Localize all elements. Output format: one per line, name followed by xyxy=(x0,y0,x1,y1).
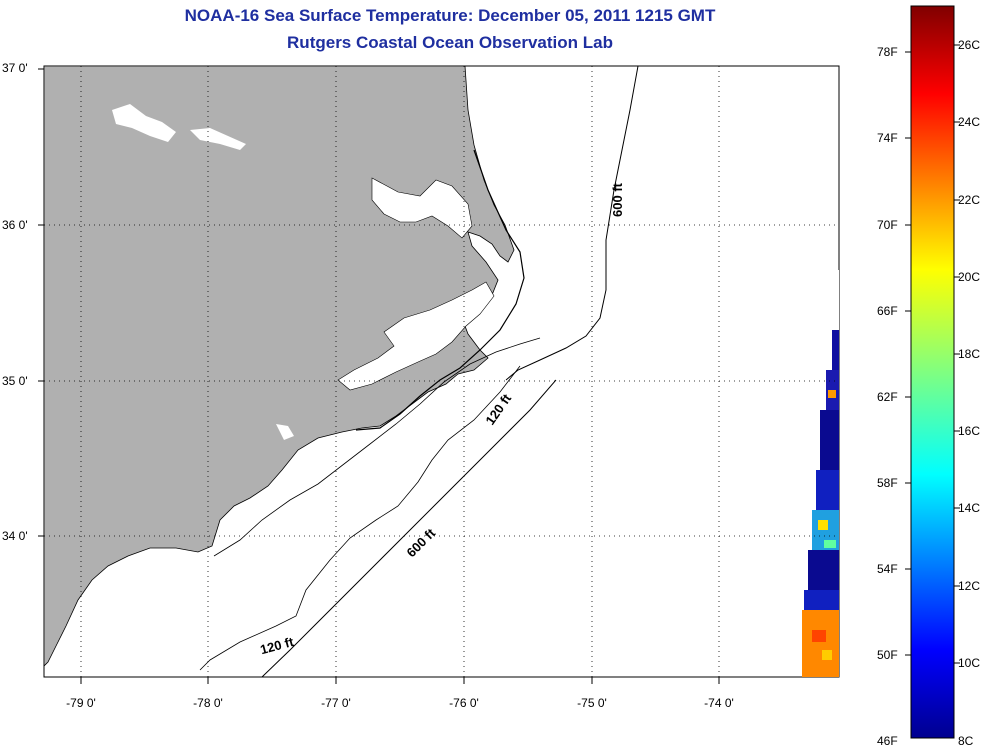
map-subtitle: Rutgers Coastal Ocean Observation Lab xyxy=(287,33,613,52)
colorbar-c-12: 12C xyxy=(958,579,981,593)
colorbar-f-66: 66F xyxy=(877,304,898,318)
colorbar-c-16: 16C xyxy=(958,424,981,438)
lat-label-34: 34 0' xyxy=(2,529,28,543)
lat-label-35: 35 0' xyxy=(2,374,28,388)
coastal-contour xyxy=(213,337,541,557)
colorbar-c-22: 22C xyxy=(958,193,981,207)
colorbar-f-50: 50F xyxy=(877,648,898,662)
lon-label-77: -77 0' xyxy=(321,696,351,710)
colorbar-c-24: 24C xyxy=(958,115,981,129)
river-inlet-2 xyxy=(190,128,246,150)
lon-label-79: -79 0' xyxy=(66,696,96,710)
sst-swath xyxy=(802,270,839,677)
colorbar-c-26: 26C xyxy=(958,38,981,52)
contour-600ft-north xyxy=(505,66,639,381)
colorbar-f-74: 74F xyxy=(877,131,898,145)
contour-120ft xyxy=(199,365,521,671)
contour-label-600ft-north: 600 ft xyxy=(610,182,625,217)
albemarle-sound xyxy=(371,177,473,239)
colorbar-f-70: 70F xyxy=(877,218,898,232)
lon-label-76: -76 0' xyxy=(449,696,479,710)
graticule xyxy=(44,66,839,677)
colorbar-f-78: 78F xyxy=(877,45,898,59)
barrier-islands xyxy=(355,149,525,431)
colorbar-c-20: 20C xyxy=(958,270,981,284)
colorbar-f-54: 54F xyxy=(877,562,898,576)
colorbar-c-8: 8C xyxy=(958,734,974,748)
lon-label-74: -74 0' xyxy=(704,696,734,710)
pamlico-sound xyxy=(337,281,495,391)
colorbar xyxy=(910,5,955,739)
colorbar-c-10: 10C xyxy=(958,656,981,670)
river-inlet-3 xyxy=(276,424,294,440)
colorbar-f-46: 46F xyxy=(877,734,898,748)
lat-label-36: 36 0' xyxy=(2,218,28,232)
contour-600ft-south xyxy=(261,379,557,677)
colorbar-ticks xyxy=(905,44,960,664)
lat-label-37: 37 0' xyxy=(2,61,28,75)
colorbar-f-62: 62F xyxy=(877,390,898,404)
lon-label-75: -75 0' xyxy=(577,696,607,710)
lon-label-78: -78 0' xyxy=(193,696,223,710)
axis-ticks xyxy=(38,68,720,684)
map-title: NOAA-16 Sea Surface Temperature: Decembe… xyxy=(184,6,716,25)
colorbar-c-14: 14C xyxy=(958,501,981,515)
river-inlet-1 xyxy=(112,104,176,142)
colorbar-c-18: 18C xyxy=(958,347,981,361)
colorbar-f-58: 58F xyxy=(877,476,898,490)
